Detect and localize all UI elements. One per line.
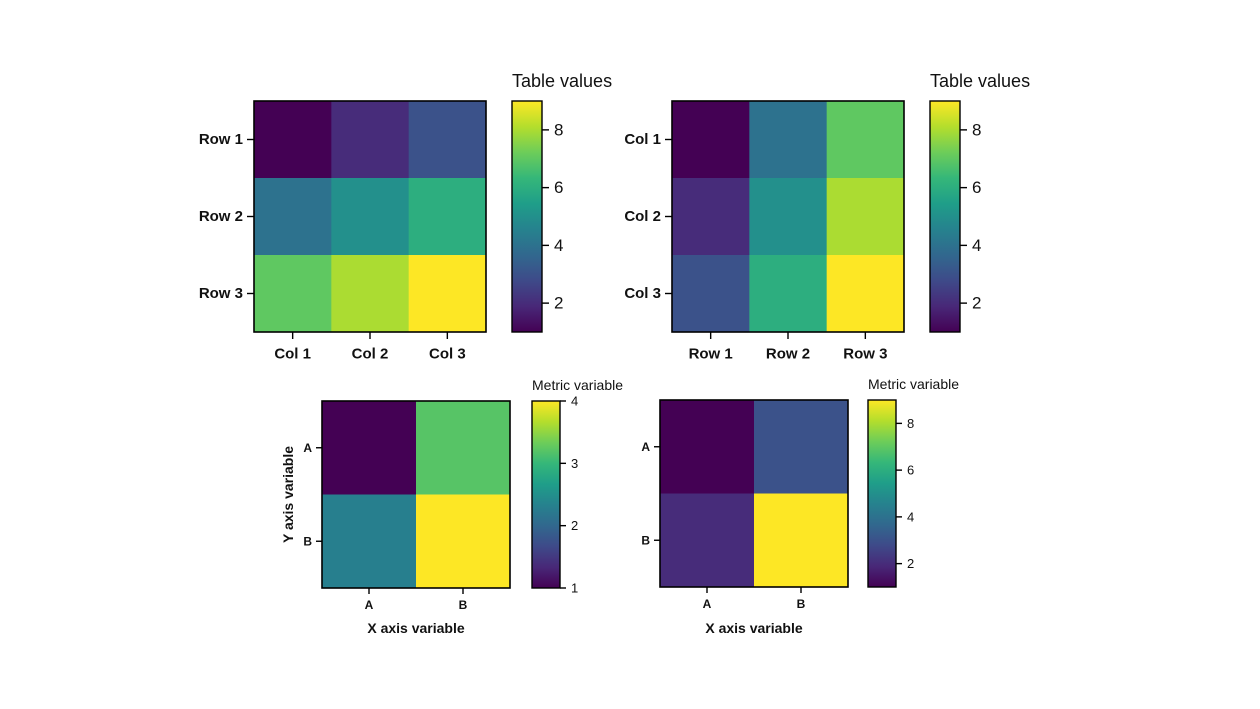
- colorbar-title: Table values: [930, 71, 1030, 91]
- x-tick-label: B: [459, 598, 468, 612]
- heatmap-cell: [826, 101, 905, 179]
- colorbar-tick-label: 1: [571, 581, 578, 596]
- y-axis-title: Y axis variable: [280, 446, 296, 543]
- y-tick-label: Row 2: [199, 208, 243, 225]
- colorbar-tick-label: 6: [972, 178, 981, 197]
- y-tick-label: A: [641, 440, 650, 454]
- y-tick-label: Col 2: [624, 208, 661, 225]
- x-tick-label: Col 2: [352, 346, 389, 363]
- heatmap-cell: [826, 255, 905, 333]
- colorbar: [511, 100, 543, 333]
- colorbar-title: Table values: [512, 71, 612, 91]
- colorbar-tick-label: 3: [571, 456, 578, 471]
- colorbar-tick-label: 8: [554, 120, 563, 139]
- y-tick-label: Row 3: [199, 285, 243, 302]
- colorbar-tick-label: 4: [554, 236, 563, 255]
- heatmap-top-right: Col 1 Col 2 Col 3 Row 1 Row 2 Row 3 2 4 6 8 Table …: [624, 71, 1030, 363]
- x-axis-title: X axis variable: [705, 620, 803, 636]
- y-tick-label: Row 1: [199, 131, 243, 148]
- colorbar-tick-label: 4: [972, 236, 981, 255]
- y-tick-label: B: [641, 533, 650, 547]
- heatmap-cell: [672, 101, 750, 179]
- x-tick-label: Row 1: [689, 346, 733, 363]
- x-tick-label: Row 3: [843, 346, 887, 363]
- heatmap-cell: [331, 178, 410, 256]
- colorbar-tick-label: 6: [554, 178, 563, 197]
- colorbar-tick-label: 2: [571, 518, 578, 533]
- x-tick-label: A: [703, 597, 712, 611]
- plot-frame: [321, 400, 511, 589]
- x-axis-title: X axis variable: [367, 620, 465, 636]
- heatmap-cell: [254, 255, 332, 333]
- heatmap-cell: [672, 178, 750, 256]
- heatmap-cell: [660, 493, 755, 588]
- heatmap-cell: [749, 101, 828, 179]
- heatmap-bottom-right: A B A B X axis variable 2 4 6 8 Metric variable: [641, 376, 959, 636]
- colorbar-tick-label: 2: [554, 294, 563, 313]
- y-tick-label: Col 1: [624, 131, 661, 148]
- colorbar: [867, 399, 897, 588]
- heatmap-cell: [322, 494, 417, 589]
- colorbar-title: Metric variable: [532, 377, 623, 393]
- x-tick-label: B: [797, 597, 806, 611]
- heatmap-cell: [416, 401, 511, 495]
- heatmap-cell: [254, 178, 332, 256]
- y-tick-label: A: [303, 441, 312, 455]
- y-tick-label: Col 3: [624, 285, 661, 302]
- x-tick-label: Col 1: [274, 346, 311, 363]
- heatmap-top-left: Row 1 Row 2 Row 3 Col 1 Col 2 Col 3 2 4 6 8 Table …: [199, 71, 612, 363]
- colorbar-tick-label: 6: [907, 463, 914, 478]
- colorbar-tick-label: 8: [907, 416, 914, 431]
- x-tick-label: Row 2: [766, 346, 810, 363]
- heatmap-cell: [331, 101, 410, 179]
- heatmap-cell: [660, 400, 755, 494]
- x-tick-label: Col 3: [429, 346, 466, 363]
- heatmap-cell: [754, 400, 849, 494]
- heatmap-cell: [322, 401, 417, 495]
- colorbar: [929, 100, 961, 333]
- heatmap-bottom-left: A B A B X axis variable Y axis variable 1 2 3 4Me…: [280, 377, 623, 636]
- heatmap-cell: [749, 255, 828, 333]
- heatmap-cell: [826, 178, 905, 256]
- plot-frame: [659, 399, 849, 588]
- colorbar-tick-label: 4: [907, 509, 914, 524]
- heatmap-cell: [416, 494, 511, 589]
- heatmap-cell: [749, 178, 828, 256]
- colorbar-tick-label: 2: [972, 294, 981, 313]
- colorbar-tick-label: 4: [571, 394, 578, 409]
- colorbar-tick-label: 8: [972, 120, 981, 139]
- colorbar-title: Metric variable: [868, 376, 959, 392]
- heatmap-cell: [754, 493, 849, 588]
- heatmap-cell: [408, 255, 487, 333]
- colorbar-tick-label: 2: [907, 556, 914, 571]
- x-tick-label: A: [365, 598, 374, 612]
- heatmap-cell: [408, 101, 487, 179]
- heatmap-cell: [672, 255, 750, 333]
- heatmap-cell: [254, 101, 332, 179]
- heatmap-cell: [331, 255, 410, 333]
- y-tick-label: B: [303, 534, 312, 548]
- heatmap-cell: [408, 178, 487, 256]
- colorbar: [531, 400, 561, 589]
